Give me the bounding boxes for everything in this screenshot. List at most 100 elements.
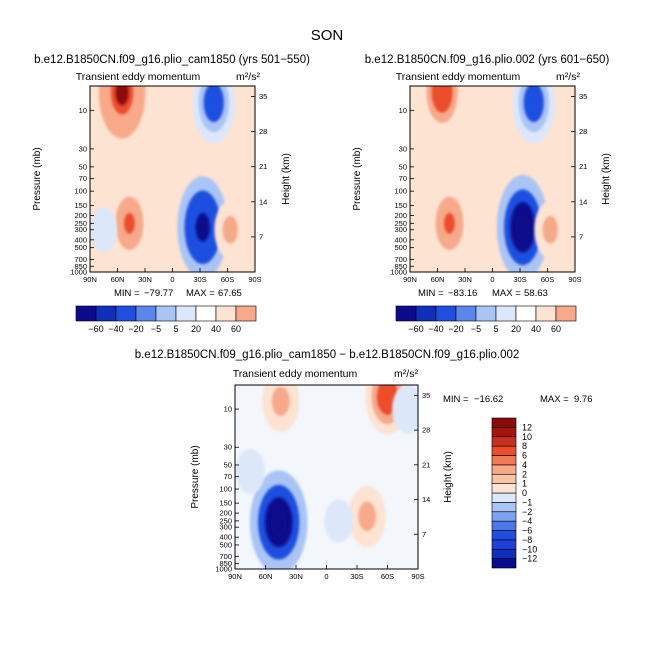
y-tick-label: 850 [74, 262, 87, 271]
y2-ticks: 35 28 21 14 7 [251, 92, 267, 241]
colorbar-swatch [235, 305, 257, 322]
y-tick-label: 70 [224, 472, 232, 481]
y2-tick-label: 14 [259, 197, 267, 206]
y-tick-label: 10 [224, 405, 232, 414]
panel-difference-title: b.e12.B1850CN.f09_g16.plio_cam1850 − b.e… [135, 349, 520, 361]
x-tick-label: 90S [411, 572, 424, 581]
y-tick-label: 1000 [70, 268, 87, 277]
x-tick-label: 60S [381, 572, 394, 581]
y-tick-label: 30 [224, 443, 232, 452]
colorbar-label: 12 [522, 422, 532, 432]
colorbar-swatch [495, 305, 517, 322]
y-tick-label: 700 [74, 255, 87, 264]
colorbar-swatch [435, 305, 457, 322]
colorbar-label: 40 [531, 324, 541, 334]
y2-tick-label: 7 [422, 530, 426, 539]
pressure-axis-label: Pressure (mb) [352, 147, 363, 210]
contour-region-4-3 [225, 221, 235, 238]
y-tick-label: 300 [74, 225, 87, 234]
colorbar-label: −10 [522, 544, 537, 554]
x-ticks: 90N 60N 30N 0 30S 60S 90S [83, 268, 262, 284]
colorbar-swatch [491, 473, 517, 484]
colorbar-swatch [195, 305, 217, 322]
colorbar-swatch [135, 305, 157, 322]
colorbar-swatch [491, 455, 517, 466]
y-tick-label: 50 [224, 460, 232, 469]
max-label: MAX = [186, 288, 215, 299]
colorbar-label: 8 [522, 441, 527, 451]
colorbar-swatch [491, 464, 517, 475]
colorbar-label: 20 [511, 324, 521, 334]
x-tick-label: 60N [111, 275, 125, 284]
colorbar-swatch [115, 305, 137, 322]
panel-right: b.e12.B1850CN.f09_g16.plio.002 (yrs 601−… [352, 54, 612, 334]
colorbar-label: 2 [522, 469, 527, 479]
colorbar-label: −8 [522, 535, 532, 545]
x-tick-label: 60N [259, 572, 273, 581]
contour-blobs [235, 385, 418, 569]
colorbar-swatch [491, 502, 517, 513]
y2-tick-label: 28 [259, 127, 267, 136]
colorbar-swatch [491, 511, 517, 522]
y2-tick-label: 21 [579, 162, 587, 171]
y2-tick-label: 28 [422, 426, 430, 435]
contour-region-6-3 [334, 514, 343, 527]
colorbar-swatch [491, 483, 517, 494]
panel-left-field [90, 86, 255, 272]
y-tick-label: 700 [394, 255, 407, 264]
contour-region-2-3 [275, 392, 286, 410]
colorbar-label: −6 [522, 526, 532, 536]
x-ticks: 90N 60N 30N 0 30S 60S 90S [403, 268, 582, 284]
x-tick-label: 30S [193, 275, 206, 284]
height-axis-label: Height (km) [601, 153, 612, 205]
y-tick-label: 400 [219, 533, 232, 542]
x-tick-label: 0 [170, 275, 174, 284]
y2-tick-label: 35 [579, 92, 587, 101]
max-value: 9.76 [574, 394, 593, 405]
colorbar-label: −20 [448, 324, 463, 334]
max-label: MAX = [540, 394, 569, 405]
y-tick-label: 100 [219, 485, 232, 494]
panel-right-units: m²/s² [556, 71, 580, 83]
contour-region-1-3 [195, 213, 210, 242]
colorbar-label: 4 [522, 460, 527, 470]
y-tick-label: 200 [219, 509, 232, 518]
y-tick-label: 850 [219, 559, 232, 568]
max-value: 67.65 [218, 288, 242, 299]
x-tick-label: 30N [289, 572, 303, 581]
y2-tick-label: 21 [259, 162, 267, 171]
panel-difference: b.e12.B1850CN.f09_g16.plio_cam1850 − b.e… [135, 349, 593, 581]
height-axis-label: Height (km) [281, 153, 292, 205]
y-tick-label: 70 [399, 174, 407, 183]
y2-tick-label: 14 [579, 197, 587, 206]
colorbar-swatch [491, 520, 517, 531]
colorbar-label: 0 [522, 488, 527, 498]
panel-difference-field [235, 385, 418, 569]
y-tick-label: 300 [219, 523, 232, 532]
min-value: −79.77 [144, 288, 173, 299]
colorbar-label: −2 [522, 507, 532, 517]
colorbar-label: 60 [551, 324, 561, 334]
colorbar-label: 5 [173, 324, 178, 334]
y-tick-label: 250 [74, 219, 87, 228]
y-tick-label: 30 [399, 144, 407, 153]
y-tick-label: 10 [79, 106, 87, 115]
colorbar-label: −20 [128, 324, 143, 334]
contour-region-4-3 [545, 221, 555, 238]
contour-region-2-3 [115, 86, 129, 106]
x-tick-label: 30S [350, 572, 363, 581]
colorbar-swatch [455, 305, 477, 322]
x-ticks: 90N 60N 30N 0 30S 60S 90S [228, 565, 425, 581]
y-tick-label: 150 [74, 201, 87, 210]
contour-region-0-3 [270, 507, 287, 537]
y-tick-label: 100 [394, 187, 407, 196]
contour-region-0-3 [443, 212, 455, 234]
y-tick-label: 500 [394, 243, 407, 252]
contour-blobs [90, 86, 247, 272]
min-value: −83.16 [448, 288, 477, 299]
colorbar-swatch [491, 445, 517, 456]
colorbar-label: 20 [191, 324, 201, 334]
x-tick-label: 60S [221, 275, 234, 284]
colorbar-swatch [75, 305, 97, 322]
